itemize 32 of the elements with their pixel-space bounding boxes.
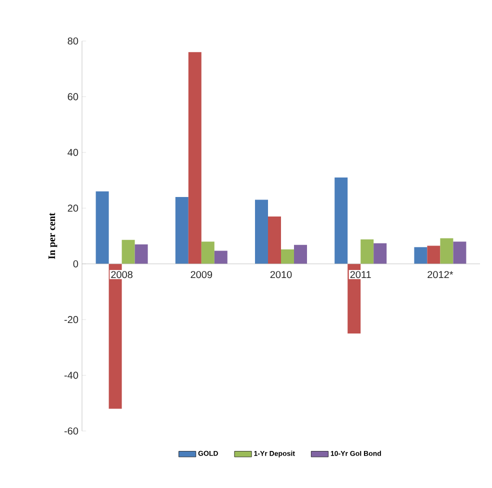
x-tick-label: 2009 xyxy=(190,271,212,278)
y-axis-title: In per cent xyxy=(48,212,58,260)
bar xyxy=(175,197,188,264)
y-tick-label: -60 xyxy=(64,427,78,435)
bar xyxy=(414,247,428,264)
bar xyxy=(440,238,454,264)
bar xyxy=(214,250,228,264)
bar xyxy=(188,52,202,264)
bar xyxy=(255,200,268,264)
y-tick-label: 80 xyxy=(68,37,78,45)
bar xyxy=(268,216,281,264)
y-tick-label: 0 xyxy=(73,260,78,268)
y-tick-label: -20 xyxy=(64,316,78,324)
y-tick-label: 40 xyxy=(68,148,78,156)
bar xyxy=(134,244,148,264)
bar xyxy=(122,240,135,264)
bar xyxy=(427,246,440,264)
y-tick-label: 20 xyxy=(68,204,78,212)
bar xyxy=(96,191,109,264)
bar xyxy=(334,178,348,264)
x-tick-label: 2008 xyxy=(111,271,132,278)
bar xyxy=(201,242,214,264)
x-tick-label: 2012* xyxy=(428,271,454,278)
bar xyxy=(294,244,308,264)
y-tick-label: -40 xyxy=(64,372,78,379)
y-tick-label: 60 xyxy=(68,93,78,100)
x-tick-label: 2011 xyxy=(350,271,371,278)
bar xyxy=(374,243,387,264)
bar xyxy=(360,239,374,264)
bar xyxy=(453,242,466,264)
bar xyxy=(281,249,294,264)
x-tick-label: 2010 xyxy=(270,271,292,278)
